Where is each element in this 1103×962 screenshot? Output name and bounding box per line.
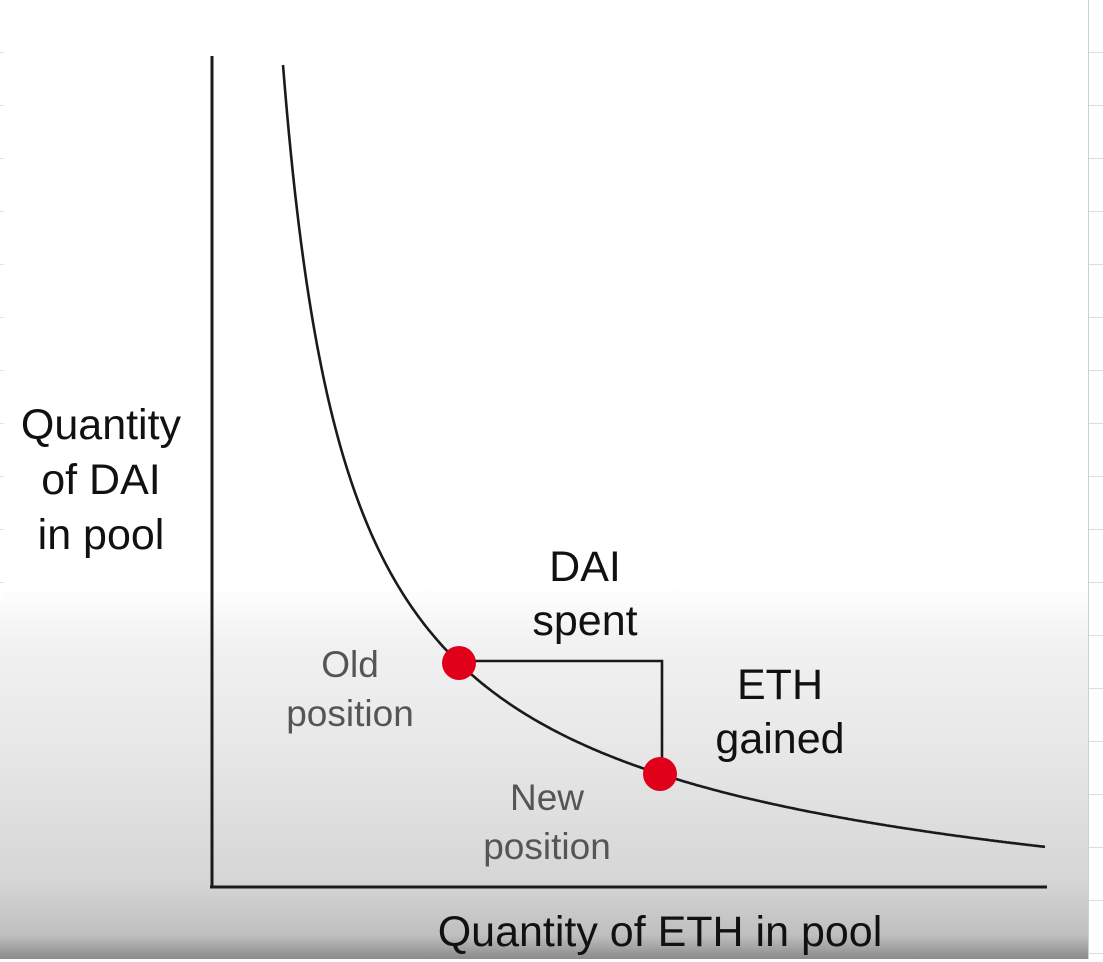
new-position-point — [643, 757, 677, 791]
old-position-label: Old position — [262, 640, 438, 738]
eth-gained-line-2: gained — [715, 715, 845, 763]
x-axis-label: Quantity of ETH in pool — [437, 908, 883, 956]
y-axis-label-line-1: Quantity — [20, 401, 182, 449]
old-position-point — [442, 646, 476, 680]
dai-spent-label: DAI spent — [495, 540, 675, 648]
eth-gained-label: ETH gained — [690, 658, 870, 766]
dai-spent-line-1: DAI — [549, 543, 621, 591]
old-position-line-1: Old — [321, 644, 379, 685]
y-axis-label: Quantity of DAI in pool — [8, 398, 194, 563]
y-axis-label-line-3: in pool — [37, 511, 165, 559]
eth-gained-line-1: ETH — [737, 661, 823, 709]
spreadsheet-edge-strip — [1088, 0, 1103, 959]
left-edge-strip — [0, 0, 4, 600]
new-position-line-2: position — [483, 826, 611, 867]
trade-bracket-lines — [459, 659, 664, 773]
new-position-line-1: New — [509, 777, 585, 818]
old-position-line-2: position — [286, 693, 414, 734]
y-axis-label-line-2: of DAI — [41, 456, 161, 504]
new-position-label: New position — [458, 773, 636, 871]
dai-spent-line-2: spent — [532, 597, 638, 645]
